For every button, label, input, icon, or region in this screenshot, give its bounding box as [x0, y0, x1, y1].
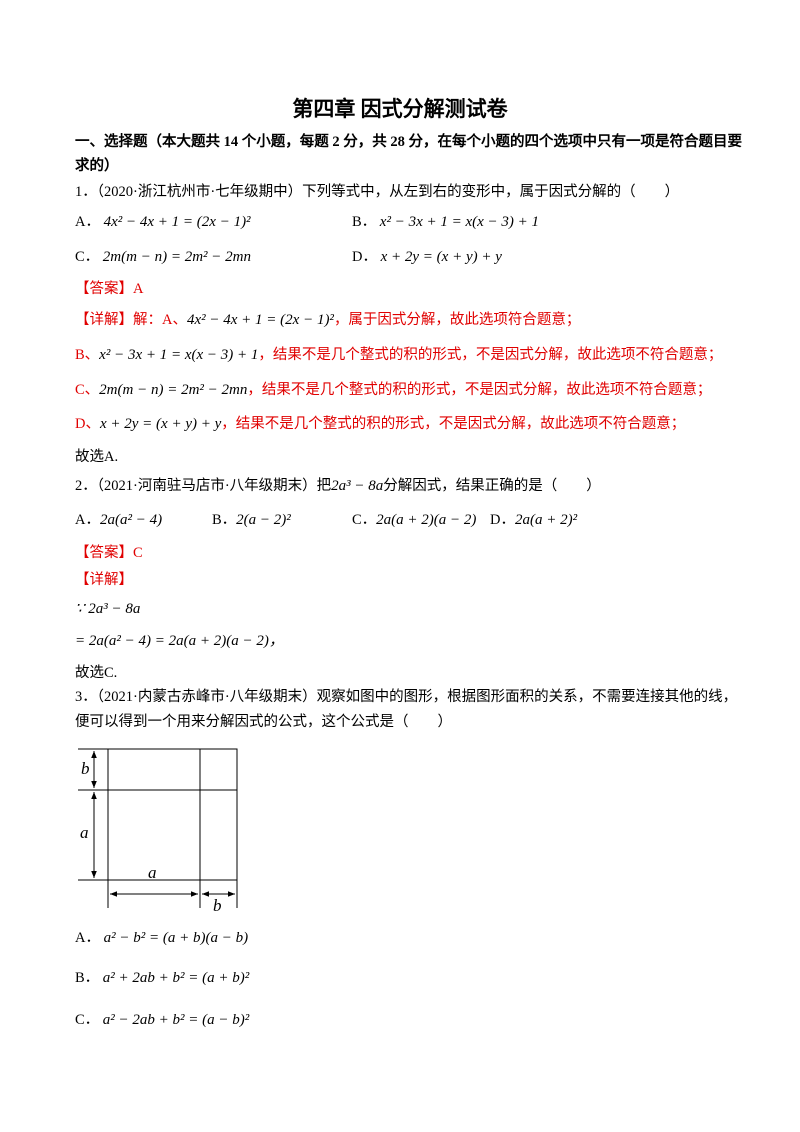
- detail-line: B、x² − 3x + 1 = x(x − 3) + 1，结果不是几个整式的积的…: [75, 345, 722, 365]
- option-label: B．: [75, 970, 100, 986]
- detail-line: D、x + 2y = (x + y) + y，结果不是几个整式的积的形式，不是因…: [75, 414, 685, 434]
- detail-label: D、: [75, 416, 100, 432]
- option-label: C．: [75, 1012, 100, 1028]
- answer: 【答案】A: [75, 281, 144, 297]
- detail-text: ，结果不是几个整式的积的形式，不是因式分解，故此选项不符合题意；: [247, 382, 712, 398]
- detail-label: 【详解】: [75, 572, 133, 588]
- outer-square: [107, 748, 238, 881]
- option-label: B．: [212, 512, 237, 528]
- option-label: C．: [75, 249, 100, 265]
- option-label: D．: [352, 249, 377, 265]
- detail-line: 【详解】解：A、4x² − 4x + 1 = (2x − 1)²，属于因式分解，…: [75, 310, 580, 330]
- formula: 2a(a + 2)²: [514, 512, 578, 528]
- option-label: B．: [352, 214, 377, 230]
- formula: x² − 3x + 1 = x(x − 3) + 1: [99, 347, 259, 363]
- detail-line: C、2m(m − n) = 2m² − 2mn，结果不是几个整式的积的形式，不是…: [75, 380, 711, 400]
- formula: x + 2y = (x + y) + y: [99, 416, 222, 432]
- option: C． 2m(m − n) = 2m² − 2mn: [75, 247, 251, 267]
- formula: 2m(m − n) = 2m² − 2mn: [99, 382, 248, 398]
- stem-text: 分解因式，结果正确的是（ ）: [383, 478, 601, 494]
- formula: 2a(a + 2)(a − 2): [376, 512, 477, 528]
- formula: a² − 2ab + b² = (a − b)²: [102, 1012, 250, 1028]
- question-stem: 1．（2020·浙江杭州市·七年级期中）下列等式中，从左到右的变形中，属于因式分…: [75, 184, 680, 200]
- formula: 2(a − 2)²: [236, 512, 291, 528]
- option: A． a² − b² = (a + b)(a − b): [75, 928, 248, 948]
- formula: 2a³ − 8a: [331, 478, 384, 494]
- formula: a² − b² = (a + b)(a − b): [103, 930, 249, 946]
- detail-label: C、: [75, 382, 100, 398]
- figure-label: b: [213, 896, 222, 915]
- formula: x² − 3x + 1 = x(x − 3) + 1: [379, 214, 540, 230]
- conclusion: 故选C.: [75, 665, 118, 681]
- formula: a² + 2ab + b² = (a + b)²: [102, 970, 250, 986]
- option: B． x² − 3x + 1 = x(x − 3) + 1: [352, 212, 539, 232]
- formula: x + 2y = (x + y) + y: [380, 249, 502, 265]
- answer: 【答案】C: [75, 545, 143, 561]
- detail-label: B、: [75, 347, 100, 363]
- formula: 4x² − 4x + 1 = (2x − 1)²: [103, 214, 251, 230]
- solution-step: = 2a(a² − 4) = 2a(a + 2)(a − 2)，: [75, 633, 284, 649]
- section-heading: 求的）: [75, 158, 119, 174]
- formula: 2m(m − n) = 2m² − 2mn: [102, 249, 251, 265]
- formula: 2a(a² − 4): [99, 512, 163, 528]
- figure-label: b: [81, 759, 90, 778]
- option: A．2a(a² − 4): [75, 510, 162, 530]
- figure-label: a: [148, 863, 157, 882]
- conclusion: 故选A.: [75, 449, 119, 465]
- option-label: A．: [75, 512, 100, 528]
- detail-text: ，结果不是几个整式的积的形式，不是因式分解，故此选项不符合题意；: [221, 416, 686, 432]
- option: B． a² + 2ab + b² = (a + b)²: [75, 968, 249, 988]
- option-label: D．: [490, 512, 515, 528]
- figure-label: a: [80, 823, 89, 842]
- stem-text: 2．（2021·河南驻马店市·八年级期末）把: [75, 478, 332, 494]
- detail-text: ，属于因式分解，故此选项符合题意；: [333, 312, 581, 328]
- detail-label: 【详解】解：A、: [75, 312, 187, 328]
- formula: 4x² − 4x + 1 = (2x − 1)²: [186, 312, 334, 328]
- option-label: A．: [75, 214, 100, 230]
- option-label: A．: [75, 930, 100, 946]
- question-stem: 便可以得到一个用来分解因式的公式，这个公式是（ ）: [75, 714, 452, 730]
- option: A． 4x² − 4x + 1 = (2x − 1)²: [75, 212, 251, 232]
- title: 第四章 因式分解测试卷: [292, 97, 508, 121]
- solution-step: ∵ 2a³ − 8a: [75, 601, 141, 617]
- option: D． x + 2y = (x + y) + y: [352, 247, 502, 267]
- section-heading: 一、选择题（本大题共 14 个小题，每题 2 分，共 28 分，在每个小题的四个…: [75, 134, 742, 150]
- option: C．2a(a + 2)(a − 2): [352, 510, 476, 530]
- question-stem: 2．（2021·河南驻马店市·八年级期末）把2a³ − 8a分解因式，结果正确的…: [75, 476, 601, 496]
- option: D．2a(a + 2)²: [490, 510, 577, 530]
- option: B．2(a − 2)²: [212, 510, 291, 530]
- detail-text: ，结果不是几个整式的积的形式，不是因式分解，故此选项不符合题意；: [258, 347, 723, 363]
- option: C． a² − 2ab + b² = (a − b)²: [75, 1010, 249, 1030]
- question-stem: 3．（2021·内蒙古赤峰市·八年级期末）观察如图中的图形，根据图形面积的关系，…: [75, 689, 738, 705]
- option-label: C．: [352, 512, 377, 528]
